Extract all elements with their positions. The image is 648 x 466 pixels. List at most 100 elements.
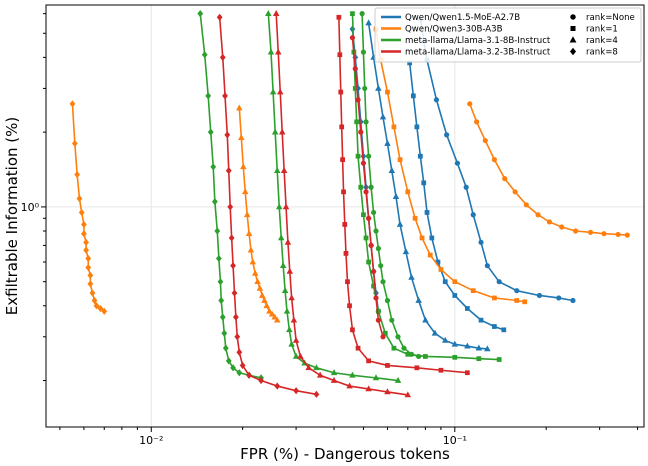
data-point: [269, 88, 277, 95]
data-point: [375, 245, 381, 252]
series-line: [267, 13, 399, 382]
data-point: [238, 134, 245, 141]
data-point: [290, 316, 298, 323]
data-point: [522, 299, 528, 305]
legend-marker-label: rank=1: [586, 25, 618, 35]
series-line: [375, 28, 525, 303]
data-point: [316, 371, 324, 378]
data-point: [556, 295, 562, 301]
data-point: [363, 119, 369, 125]
data-point: [601, 231, 607, 237]
data-point: [254, 278, 261, 285]
data-point: [85, 254, 92, 263]
series-line: [71, 103, 105, 312]
data-point: [378, 263, 384, 269]
data-point: [373, 228, 379, 234]
data-point: [242, 188, 249, 195]
data-point: [339, 124, 345, 130]
data-point: [219, 313, 226, 321]
data-point: [263, 302, 270, 309]
data-point: [438, 367, 444, 373]
data-point: [234, 333, 241, 341]
data-point: [536, 292, 543, 299]
data-point: [81, 220, 87, 229]
data-point: [396, 220, 404, 227]
data-point: [277, 234, 285, 241]
data-point: [74, 170, 81, 179]
series-layer: [69, 10, 630, 398]
data-point: [271, 128, 279, 135]
series-qwen-qwen3-30b-a3b-rank-4: [236, 104, 281, 323]
data-point: [313, 364, 320, 371]
series-line: [408, 62, 505, 331]
data-point: [217, 278, 224, 286]
data-point: [338, 89, 344, 95]
data-point: [292, 352, 300, 359]
data-point: [464, 342, 471, 349]
data-point: [570, 297, 576, 304]
data-point: [101, 307, 108, 315]
legend-model-label: meta-llama/Llama-3.1-8B-Instruct: [405, 36, 551, 46]
data-point: [258, 291, 266, 298]
data-point: [470, 212, 476, 218]
data-point: [288, 340, 295, 347]
data-point: [389, 317, 395, 323]
legend-circle-icon: [570, 14, 576, 20]
legend-model-label: Qwen/Qwen3-30B-A3B: [405, 25, 503, 35]
data-point: [435, 259, 441, 265]
data-point: [360, 160, 367, 166]
data-point: [379, 113, 387, 120]
data-point: [236, 348, 243, 356]
data-point: [358, 129, 364, 135]
data-point: [385, 363, 390, 368]
data-point: [395, 334, 401, 340]
data-point: [372, 374, 380, 381]
data-point: [444, 132, 450, 138]
data-point: [404, 391, 412, 398]
data-point: [452, 279, 458, 285]
data-point: [482, 137, 488, 144]
data-point: [422, 316, 429, 323]
data-point: [429, 235, 435, 241]
data-point: [216, 13, 223, 21]
data-point: [442, 279, 448, 285]
data-point: [350, 11, 355, 17]
data-point: [279, 262, 287, 269]
data-point: [492, 295, 497, 301]
data-point: [330, 376, 338, 383]
data-point: [286, 267, 294, 274]
data-point: [251, 269, 259, 276]
data-point: [492, 324, 497, 329]
data-point: [280, 167, 288, 173]
data-point: [240, 163, 247, 170]
data-point: [484, 345, 491, 352]
data-point: [442, 336, 449, 343]
data-point: [371, 283, 376, 289]
data-point: [249, 258, 257, 265]
data-point: [465, 306, 470, 311]
data-point: [87, 271, 94, 280]
series-meta-llama-llama-3-1-8b-instruct-rank-4: [265, 10, 402, 383]
legend-triangle-icon: [569, 36, 577, 43]
data-point: [355, 97, 361, 103]
data-point: [97, 304, 104, 313]
series-meta-llama-llama-3-2-3b-instruct-rank-none: [349, 35, 386, 340]
data-point: [391, 345, 397, 351]
data-point: [256, 284, 264, 291]
data-point: [366, 215, 372, 221]
data-point: [222, 344, 229, 352]
data-point: [496, 357, 502, 362]
data-point: [201, 51, 208, 59]
data-point: [512, 189, 518, 195]
data-point: [346, 382, 353, 389]
data-point: [219, 53, 226, 61]
tick-layer: 10⁻² 10⁻¹ 10⁰: [21, 13, 639, 447]
data-point: [484, 263, 490, 269]
data-point: [205, 92, 212, 100]
data-point: [478, 239, 484, 245]
data-point: [230, 364, 236, 372]
data-point: [83, 246, 89, 254]
data-point: [414, 365, 420, 371]
